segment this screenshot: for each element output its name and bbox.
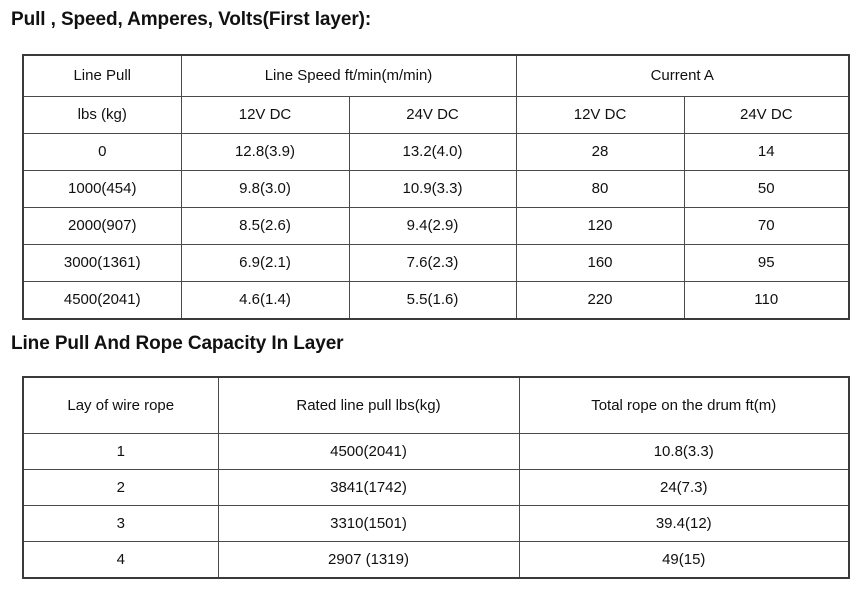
table-2-header-row: Lay of wire rope Rated line pull lbs(kg)… [22,376,850,434]
table-cell: 28 [515,133,685,171]
table-cell: 13.2(4.0) [348,133,517,171]
table-1-group-header-line-pull: Line Pull [22,54,182,97]
pull-speed-amperes-volts-table: Line Pull Line Speed ft/min(m/min) Curre… [22,54,851,320]
table-cell: 2000(907) [22,207,182,245]
table-row: 3 3310(1501) 39.4(12) [22,505,850,542]
table-row: 4500(2041) 4.6(1.4) 5.5(1.6) 220 110 [22,281,850,320]
table-1-sub-header-speed-24v: 24V DC [348,96,517,134]
table-cell: 1 [22,433,219,470]
table-cell: 10.9(3.3) [348,170,517,208]
table-1-sub-header-current-24v: 24V DC [683,96,850,134]
table-cell: 4.6(1.4) [180,281,350,320]
table-row: 1 4500(2041) 10.8(3.3) [22,433,850,470]
table-cell: 160 [515,244,685,282]
table-2-header-lay-of-wire-rope: Lay of wire rope [22,376,219,434]
table-cell: 95 [683,244,850,282]
table-1-group-header-row: Line Pull Line Speed ft/min(m/min) Curre… [22,54,850,97]
table-cell: 0 [22,133,182,171]
table-row: 4 2907 (1319) 49(15) [22,541,850,579]
table-cell: 70 [683,207,850,245]
table-1-sub-header-current-12v: 12V DC [515,96,685,134]
table-cell: 120 [515,207,685,245]
table-2-header-total-rope-on-drum: Total rope on the drum ft(m) [518,376,850,434]
table-cell: 2907 (1319) [217,541,520,579]
table-cell: 7.6(2.3) [348,244,517,282]
table-cell: 80 [515,170,685,208]
table-cell: 10.8(3.3) [518,433,850,470]
table-cell: 110 [683,281,850,320]
table-row: 0 12.8(3.9) 13.2(4.0) 28 14 [22,133,850,171]
table-cell: 24(7.3) [518,469,850,506]
table-cell: 9.4(2.9) [348,207,517,245]
table-1-sub-header-speed-12v: 12V DC [180,96,350,134]
table-cell: 8.5(2.6) [180,207,350,245]
table-cell: 50 [683,170,850,208]
table-cell: 1000(454) [22,170,182,208]
table-2-header-rated-line-pull: Rated line pull lbs(kg) [217,376,520,434]
table-cell: 3310(1501) [217,505,520,542]
table-1-group-header-current: Current A [515,54,850,97]
table-cell: 3000(1361) [22,244,182,282]
table-1-sub-header-lbs-kg: lbs (kg) [22,96,182,134]
table-cell: 4 [22,541,219,579]
table-cell: 2 [22,469,219,506]
table-row: 1000(454) 9.8(3.0) 10.9(3.3) 80 50 [22,170,850,208]
table-cell: 39.4(12) [518,505,850,542]
table-cell: 12.8(3.9) [180,133,350,171]
line-pull-rope-capacity-table: Lay of wire rope Rated line pull lbs(kg)… [22,376,850,579]
table-cell: 6.9(2.1) [180,244,350,282]
table-cell: 220 [515,281,685,320]
table-cell: 9.8(3.0) [180,170,350,208]
table-1-group-header-line-speed: Line Speed ft/min(m/min) [180,54,517,97]
table-row: 2 3841(1742) 24(7.3) [22,469,850,506]
table-cell: 5.5(1.6) [348,281,517,320]
table-cell: 14 [683,133,850,171]
section-title-line-pull-rope-capacity: Line Pull And Rope Capacity In Layer [11,333,344,354]
table-cell: 4500(2041) [217,433,520,470]
table-row: 2000(907) 8.5(2.6) 9.4(2.9) 120 70 [22,207,850,245]
table-cell: 49(15) [518,541,850,579]
table-row: 3000(1361) 6.9(2.1) 7.6(2.3) 160 95 [22,244,850,282]
table-cell: 3 [22,505,219,542]
table-1-sub-header-row: lbs (kg) 12V DC 24V DC 12V DC 24V DC [22,96,850,134]
table-cell: 3841(1742) [217,469,520,506]
table-cell: 4500(2041) [22,281,182,320]
section-title-pull-speed-amperes-volts: Pull , Speed, Amperes, Volts(First layer… [11,9,372,30]
